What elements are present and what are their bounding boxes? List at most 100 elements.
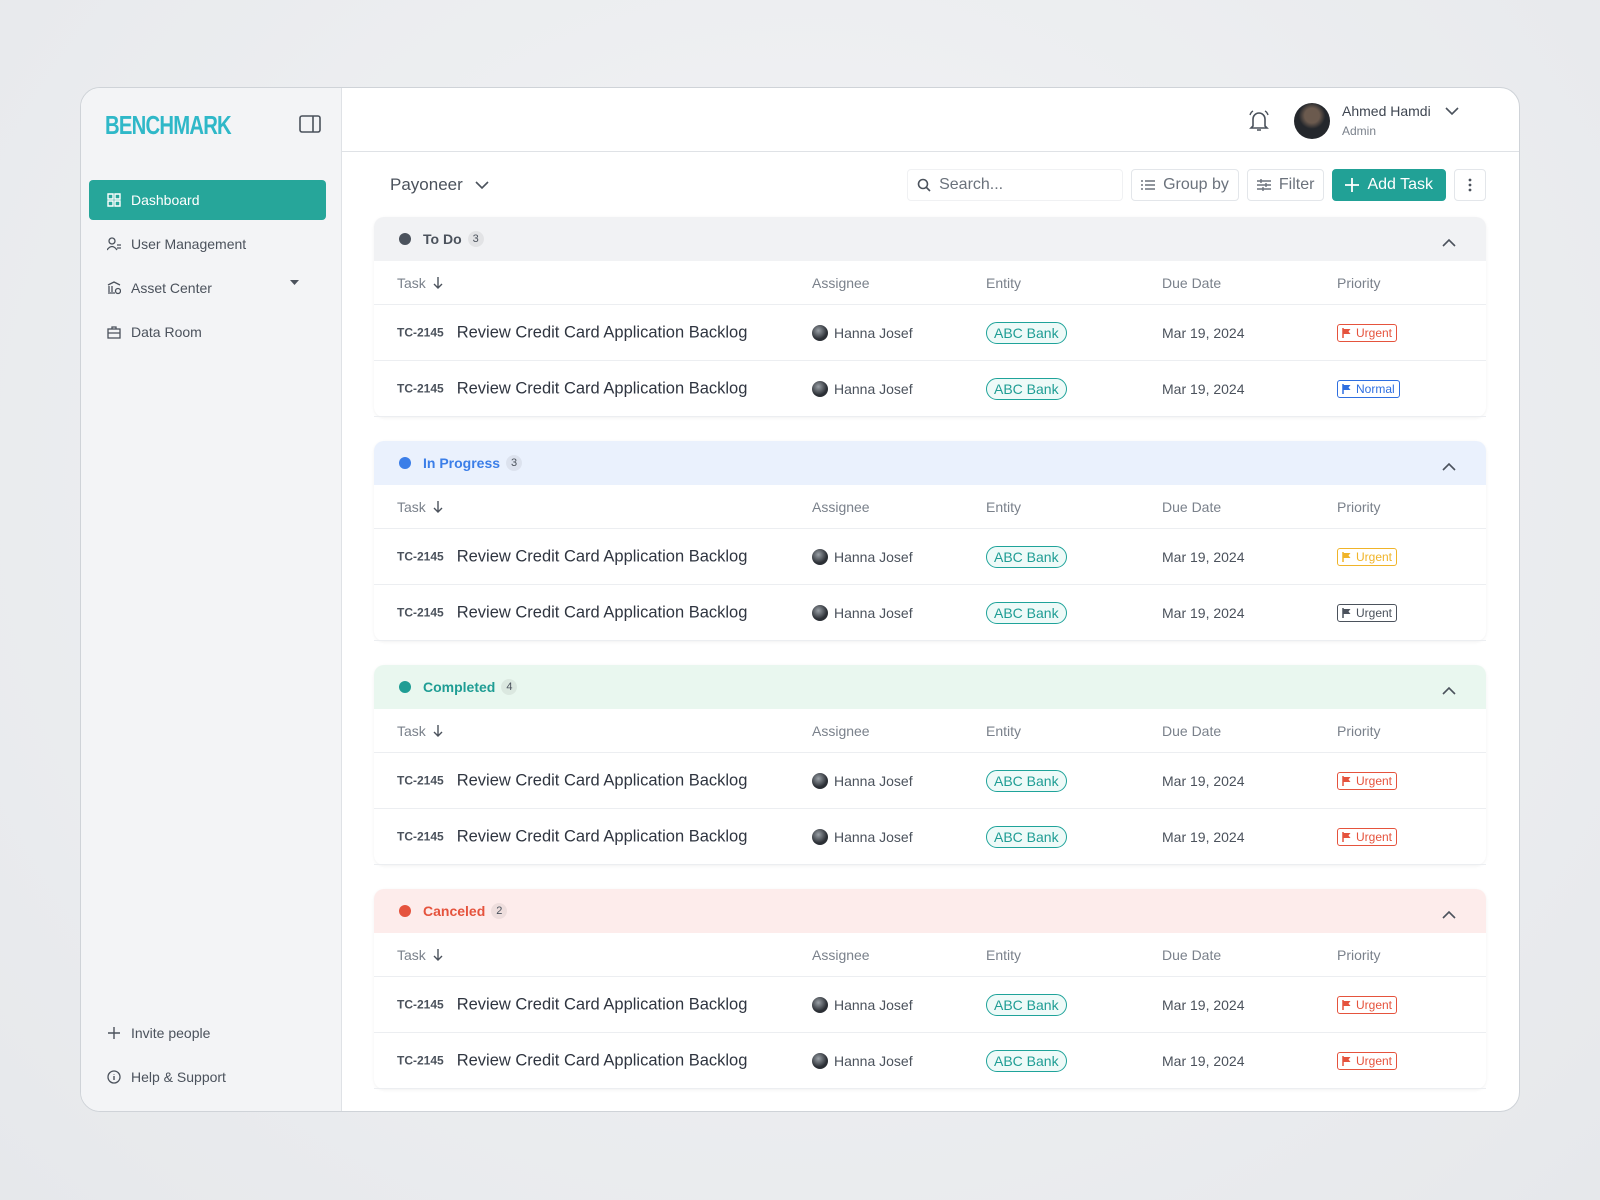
task-title: Review Credit Card Application Backlog: [456, 827, 748, 845]
task-cell: TC-2145 Review Credit Card Application Ba…: [397, 1051, 747, 1070]
task-cell: TC-2145 Review Credit Card Application Ba…: [397, 603, 747, 622]
group-header[interactable]: To Do 3: [374, 217, 1486, 261]
assignee-name: Hanna Josef: [834, 324, 913, 341]
task-row[interactable]: TC-2145 Review Credit Card Application Ba…: [374, 305, 1486, 361]
assignee-avatar: [812, 604, 828, 621]
sort-icon: [433, 276, 443, 289]
user-name: Ahmed Hamdi: [1342, 103, 1431, 119]
nav-item[interactable]: Data Room: [89, 312, 326, 352]
nav-item[interactable]: Asset Center: [89, 268, 326, 308]
logo: BENCHMARK: [105, 110, 232, 140]
priority-cell: Urgent: [1337, 547, 1398, 566]
group-header[interactable]: Completed 4: [374, 665, 1486, 709]
group-name: Canceled: [423, 903, 486, 919]
task-row[interactable]: TC-2145 Review Credit Card Application Ba…: [374, 361, 1486, 417]
task-id: TC-2145: [397, 829, 444, 844]
task-id: TC-2145: [397, 605, 444, 620]
status-dot: [399, 905, 411, 917]
notifications[interactable]: [1247, 108, 1271, 134]
task-id: TC-2145: [397, 997, 444, 1012]
nav-label: Asset Center: [131, 280, 212, 296]
entity-cell: ABC Bank: [986, 1049, 1067, 1072]
priority-label: Urgent: [1356, 773, 1393, 788]
workspace-select[interactable]: Payoneer: [374, 175, 489, 195]
assignee-name: Hanna Josef: [834, 772, 913, 789]
priority-badge: Urgent: [1337, 603, 1398, 622]
task-title: Review Credit Card Application Backlog: [456, 603, 748, 621]
sort-icon: [433, 948, 443, 961]
nav-item[interactable]: Dashboard: [89, 180, 326, 220]
priority-badge: Urgent: [1337, 323, 1398, 342]
assignee-cell: Hanna Josef: [812, 1052, 913, 1069]
add-task-label: Add Task: [1367, 176, 1433, 193]
priority-badge: Normal: [1337, 379, 1400, 398]
sidebar-toggle[interactable]: [299, 115, 321, 133]
group-header[interactable]: Canceled 2: [374, 889, 1486, 933]
task-group: Canceled 2 Task Assignee Entity Due Date Prior…: [374, 889, 1486, 1089]
sort-icon: [433, 500, 443, 513]
search[interactable]: Search...: [907, 169, 1124, 201]
footer-nav-item[interactable]: Invite people: [89, 1013, 326, 1053]
task-group: In Progress 3 Task Assignee Entity Due Date Pr…: [374, 441, 1486, 641]
assignee-name: Hanna Josef: [834, 604, 913, 621]
group-by-button[interactable]: Group by: [1131, 169, 1239, 201]
task-title: Review Credit Card Application Backlog: [456, 1051, 748, 1069]
assignee-name: Hanna Josef: [834, 828, 913, 845]
avatar[interactable]: [1294, 103, 1330, 139]
task-cell: TC-2145 Review Credit Card Application Ba…: [397, 771, 747, 790]
assignee-cell: Hanna Josef: [812, 548, 913, 565]
assignee-name: Hanna Josef: [834, 996, 913, 1013]
task-title: Review Credit Card Application Backlog: [456, 379, 748, 397]
due-date: Mar 19, 2024: [1162, 772, 1245, 789]
more-button[interactable]: [1454, 169, 1486, 201]
assignee-name: Hanna Josef: [834, 380, 913, 397]
column-header[interactable]: Task: [397, 722, 426, 739]
nav-item[interactable]: User Management: [89, 224, 326, 264]
entity-cell: ABC Bank: [986, 377, 1067, 400]
column-header: Assignee: [812, 274, 870, 291]
column-header: Due Date: [1162, 722, 1222, 739]
priority-cell: Urgent: [1337, 827, 1398, 846]
assignee-cell: Hanna Josef: [812, 772, 913, 789]
task-cell: TC-2145 Review Credit Card Application Ba…: [397, 827, 747, 846]
task-row[interactable]: TC-2145 Review Credit Card Application Ba…: [374, 585, 1486, 641]
entity-cell: ABC Bank: [986, 769, 1067, 792]
assignee-avatar: [812, 380, 828, 397]
priority-badge: Urgent: [1337, 1051, 1398, 1070]
assignee-avatar: [812, 828, 828, 845]
column-header[interactable]: Task: [397, 274, 426, 291]
entity-badge: ABC Bank: [986, 545, 1067, 568]
task-cell: TC-2145 Review Credit Card Application Ba…: [397, 547, 747, 566]
group-header[interactable]: In Progress 3: [374, 441, 1486, 485]
add-task-button[interactable]: Add Task: [1332, 169, 1446, 201]
column-header: Assignee: [812, 722, 870, 739]
group-count: 4: [501, 679, 518, 695]
due-date: Mar 19, 2024: [1162, 324, 1245, 341]
priority-label: Urgent: [1356, 549, 1393, 564]
task-row[interactable]: TC-2145 Review Credit Card Application Ba…: [374, 753, 1486, 809]
column-header: Priority: [1337, 946, 1381, 963]
priority-label: Urgent: [1356, 325, 1393, 340]
task-id: TC-2145: [397, 325, 444, 340]
entity-badge: ABC Bank: [986, 601, 1067, 624]
assignee-avatar: [812, 324, 828, 341]
task-row[interactable]: TC-2145 Review Credit Card Application Ba…: [374, 809, 1486, 865]
task-id: TC-2145: [397, 773, 444, 788]
column-header[interactable]: Task: [397, 946, 426, 963]
task-group: To Do 3 Task Assignee Entity Due Date Priority…: [374, 217, 1486, 417]
task-row[interactable]: TC-2145 Review Credit Card Application Ba…: [374, 1033, 1486, 1089]
column-header-row: Task Assignee Entity Due Date Priority: [374, 261, 1486, 305]
footer-nav-label: Invite people: [131, 1025, 211, 1041]
filter-button[interactable]: Filter: [1246, 169, 1325, 201]
column-header: Entity: [986, 274, 1022, 291]
task-cell: TC-2145 Review Credit Card Application Ba…: [397, 995, 747, 1014]
assignee-cell: Hanna Josef: [812, 380, 913, 397]
column-header-row: Task Assignee Entity Due Date Priority: [374, 933, 1486, 977]
collapse-icon: [1442, 234, 1456, 250]
column-header[interactable]: Task: [397, 498, 426, 515]
footer-nav-item[interactable]: Help & Support: [89, 1057, 326, 1097]
task-row[interactable]: TC-2145 Review Credit Card Application Ba…: [374, 977, 1486, 1033]
task-row[interactable]: TC-2145 Review Credit Card Application Ba…: [374, 529, 1486, 585]
user-menu[interactable]: [1445, 106, 1459, 116]
priority-cell: Urgent: [1337, 603, 1398, 622]
